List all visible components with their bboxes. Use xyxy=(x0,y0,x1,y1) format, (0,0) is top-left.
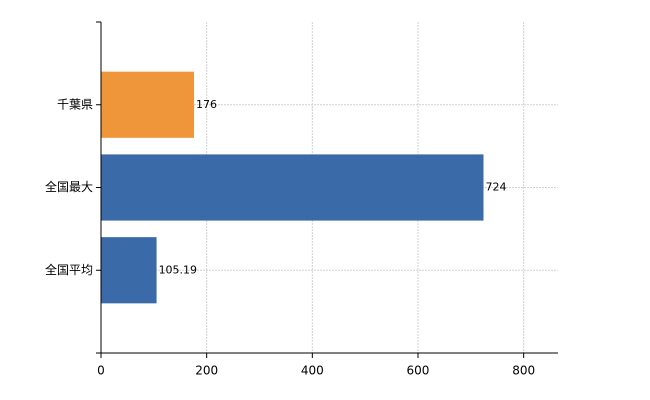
bar xyxy=(101,71,194,138)
value-label: 105.19 xyxy=(159,263,198,276)
y-tick-label: 千葉県 xyxy=(57,97,93,111)
x-tick-label: 400 xyxy=(301,364,324,378)
y-tick-label: 全国最大 xyxy=(45,179,93,194)
bar xyxy=(101,154,484,221)
bar xyxy=(101,237,157,304)
x-tick-label: 200 xyxy=(195,364,218,378)
x-tick-label: 800 xyxy=(512,364,535,378)
y-tick-label: 全国平均 xyxy=(45,262,93,277)
value-label: 176 xyxy=(196,98,217,111)
x-tick-label: 600 xyxy=(407,364,430,378)
x-tick-label: 0 xyxy=(97,364,105,378)
value-label: 724 xyxy=(486,181,507,194)
